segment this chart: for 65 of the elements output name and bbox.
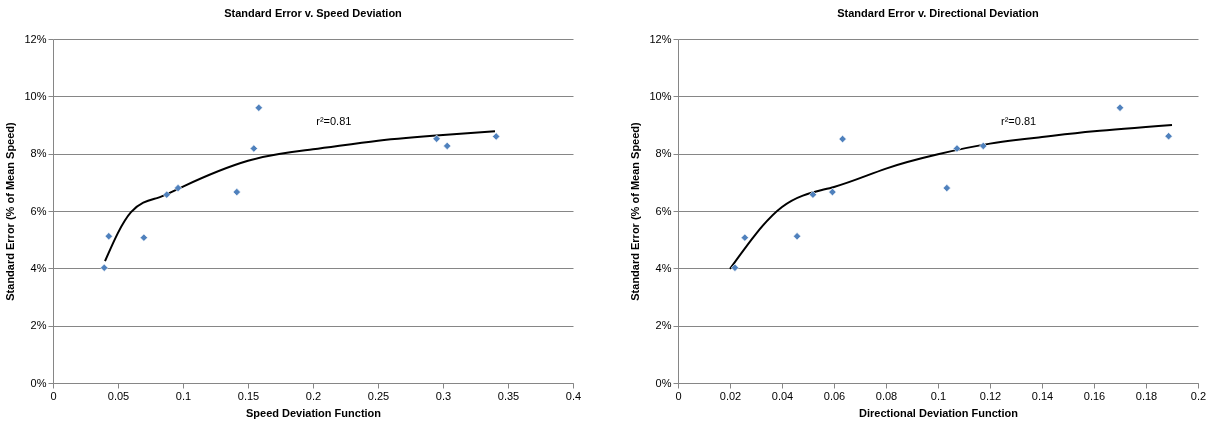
y-axis-title: Standard Error (% of Mean Speed) bbox=[4, 121, 17, 301]
point bbox=[249, 144, 258, 153]
y-tick-label: 4% bbox=[30, 261, 47, 274]
point bbox=[740, 233, 749, 242]
point bbox=[174, 184, 183, 193]
x-tick-label: 0.12 bbox=[979, 389, 1002, 402]
point bbox=[942, 184, 951, 193]
x-tick-label: 0 bbox=[675, 389, 682, 402]
point bbox=[1115, 103, 1125, 112]
x-tick-label: 0.35 bbox=[497, 389, 520, 402]
point bbox=[730, 263, 739, 272]
y-tick-label: 8% bbox=[30, 147, 47, 160]
x-tick-label: 0.05 bbox=[107, 389, 130, 402]
y-tick-label: 12% bbox=[24, 32, 47, 45]
y-tick-label: 6% bbox=[655, 204, 672, 217]
x-tick-label: 0.06 bbox=[823, 389, 846, 402]
chart-title: Standard Error v. Directional Deviation bbox=[837, 7, 1040, 19]
point bbox=[979, 141, 988, 150]
chart-title: Standard Error v. Speed Deviation bbox=[224, 7, 403, 19]
point bbox=[808, 190, 817, 199]
point bbox=[432, 134, 441, 143]
point bbox=[828, 188, 837, 197]
x-tick-label: 0.2 bbox=[1190, 389, 1207, 402]
x-axis-title: Speed Deviation Function bbox=[245, 406, 382, 419]
point bbox=[952, 144, 961, 153]
x-tick-label: 0.1 bbox=[175, 389, 192, 402]
x-tick-label: 0.04 bbox=[771, 389, 794, 402]
point bbox=[100, 263, 109, 272]
y-tick-label: 4% bbox=[655, 261, 672, 274]
point bbox=[443, 141, 452, 150]
y-tick-label: 12% bbox=[649, 32, 672, 45]
point bbox=[838, 135, 847, 144]
y-axis-title: Standard Error (% of Mean Speed) bbox=[629, 121, 642, 301]
y-tick-label: 10% bbox=[24, 89, 47, 102]
point bbox=[793, 232, 802, 241]
point bbox=[232, 188, 241, 197]
y-tick-label: 0% bbox=[655, 376, 672, 389]
x-tick-label: 0.25 bbox=[367, 389, 390, 402]
point bbox=[492, 132, 501, 141]
x-tick-label: 0.16 bbox=[1083, 389, 1106, 402]
x-tick-label: 0.15 bbox=[237, 389, 260, 402]
point bbox=[104, 232, 113, 241]
x-tick-label: 0.3 bbox=[435, 389, 452, 402]
y-tick-label: 2% bbox=[655, 319, 672, 332]
x-axis-title: Directional Deviation Function bbox=[859, 406, 1019, 419]
y-tick-label: 10% bbox=[649, 89, 672, 102]
point bbox=[162, 190, 171, 199]
y-tick-label: 0% bbox=[30, 376, 47, 389]
x-tick-label: 0.08 bbox=[875, 389, 898, 402]
point bbox=[254, 103, 263, 112]
x-tick-label: 0.02 bbox=[719, 389, 742, 402]
y-tick-label: 6% bbox=[30, 204, 47, 217]
x-tick-label: 0 bbox=[50, 389, 57, 402]
line-series bbox=[729, 124, 1173, 270]
y-tick-label: 8% bbox=[655, 147, 672, 160]
x-tick-label: 0.1 bbox=[930, 389, 947, 402]
y-tick-label: 2% bbox=[30, 319, 47, 332]
x-tick-label: 0.2 bbox=[305, 389, 322, 402]
x-tick-label: 0.14 bbox=[1031, 389, 1054, 402]
x-tick-label: 0.18 bbox=[1135, 389, 1158, 402]
annotation: r²=0.81 bbox=[316, 114, 352, 127]
annotation: r²=0.81 bbox=[1001, 114, 1037, 127]
point bbox=[139, 233, 148, 242]
x-tick-label: 0.4 bbox=[565, 389, 582, 402]
point bbox=[1164, 132, 1173, 141]
